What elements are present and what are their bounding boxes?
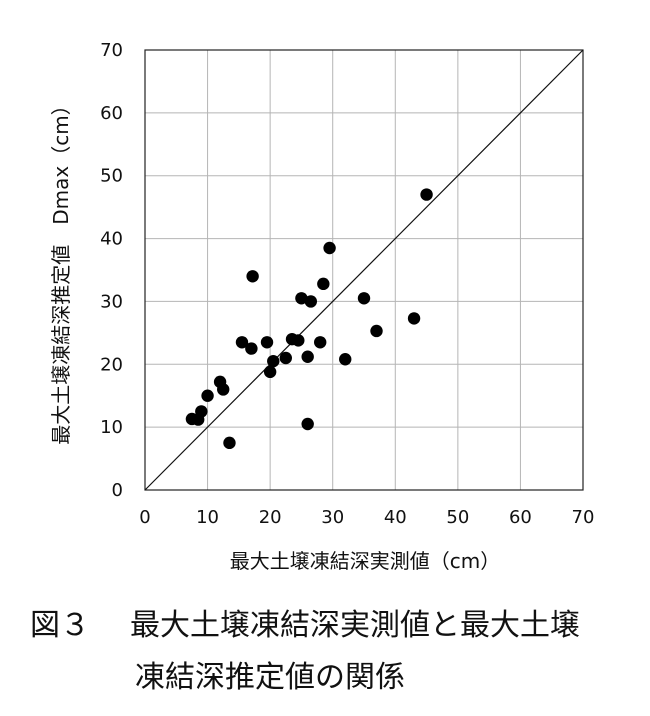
data-point	[304, 295, 318, 308]
y-tick-label: 50	[100, 166, 123, 187]
y-tick-label: 40	[100, 229, 123, 250]
caption-text-1: 最大土壌凍結深実測値と最大土壌	[130, 608, 580, 643]
data-point	[407, 312, 421, 325]
data-point	[357, 292, 371, 305]
y-tick-label: 10	[100, 417, 123, 438]
data-point	[217, 383, 230, 396]
caption-text-2: 凍結深推定値の関係	[135, 660, 405, 695]
y-tick-labels: 0 10 20 30 40 50 60 70	[100, 40, 123, 501]
y-tick-label: 70	[100, 40, 123, 61]
data-point	[292, 334, 305, 347]
x-tick-label: 40	[384, 507, 407, 528]
figure-number: 図３	[30, 608, 90, 643]
y-tick-label: 30	[100, 291, 123, 312]
x-tick-label: 70	[572, 507, 595, 528]
data-point	[267, 354, 280, 368]
y-tick-label: 20	[100, 354, 123, 375]
data-point	[339, 353, 352, 366]
data-point	[317, 277, 330, 291]
data-point	[314, 336, 327, 349]
plot-frame	[144, 49, 584, 491]
one-to-one-line	[144, 49, 584, 491]
y-tick-label: 60	[100, 103, 123, 124]
x-tick-labels: 0 10 20 30 40 50 60 70	[139, 507, 594, 528]
y-axis-title: 最大土壌凍結深推定値 Dmax（cm）	[49, 95, 73, 444]
x-tick-label: 20	[259, 507, 282, 528]
data-point	[263, 365, 277, 379]
data-point	[246, 270, 259, 283]
data-point	[295, 292, 308, 305]
data-point	[201, 389, 214, 402]
data-point	[301, 350, 314, 363]
data-point	[301, 417, 314, 431]
grid-lines	[144, 49, 584, 491]
data-point	[260, 336, 274, 349]
data-point	[245, 342, 258, 355]
figure-caption-line-2: 凍結深推定値の関係	[135, 652, 405, 696]
data-point	[223, 436, 236, 450]
x-tick-label: 30	[321, 507, 344, 528]
data-point	[370, 324, 383, 338]
data-point	[279, 351, 292, 365]
data-point	[195, 405, 208, 418]
data-point	[323, 241, 336, 255]
data-points	[185, 188, 433, 450]
data-point	[235, 336, 249, 349]
x-tick-label: 60	[509, 507, 532, 528]
data-point	[420, 188, 433, 201]
scatter-chart: 0 10 20 30 40 50 60 70 0 10 20 30 40 50 60 70 最大土壌凍結深実…	[49, 40, 594, 573]
y-tick-label: 0	[112, 480, 123, 501]
figure-caption-line-1: 図３ 最大土壌凍結深実測値と最大土壌	[30, 600, 580, 644]
x-axis-title: 最大土壌凍結深実測値（cm）	[230, 549, 500, 573]
x-tick-label: 0	[139, 507, 150, 528]
x-tick-label: 10	[196, 507, 219, 528]
x-tick-label: 50	[446, 507, 469, 528]
